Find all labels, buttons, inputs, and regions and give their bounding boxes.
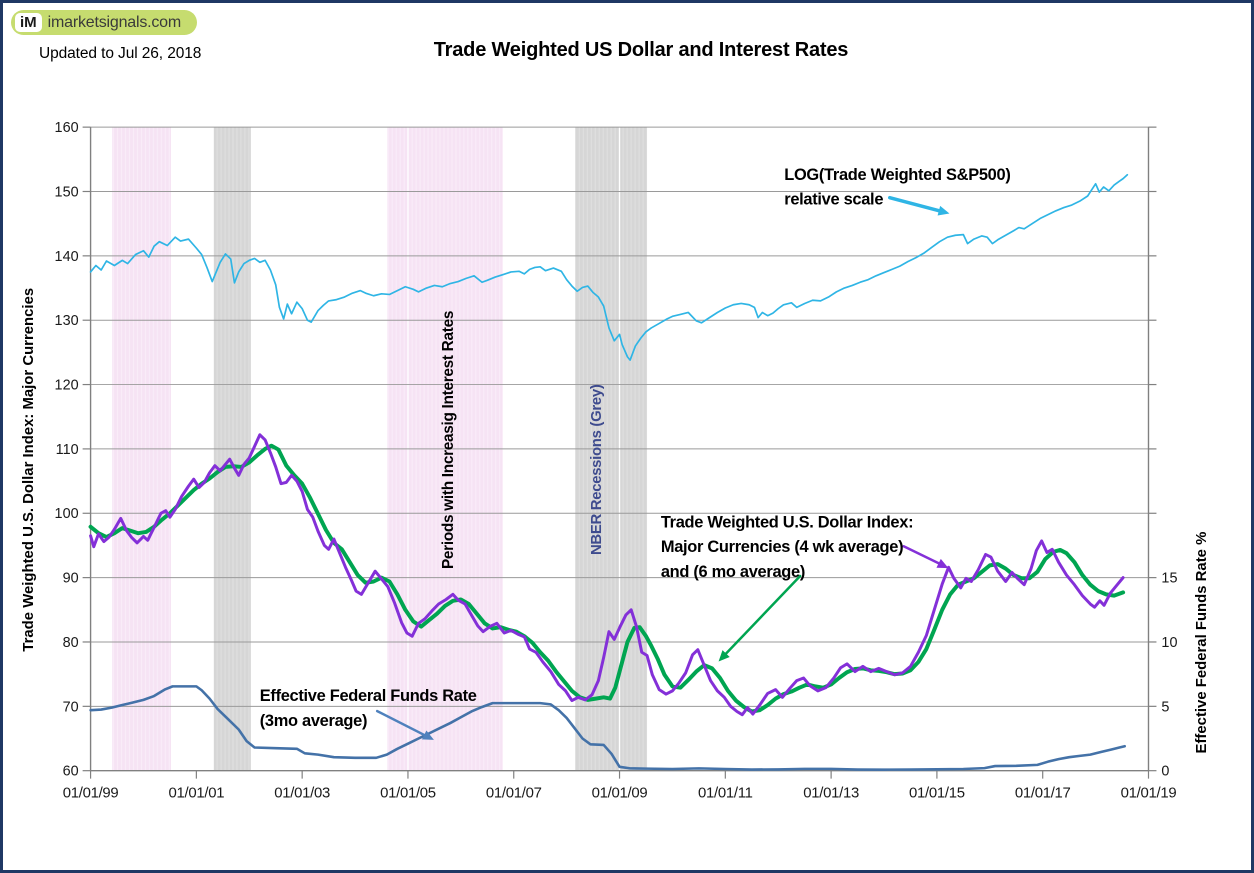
sp500-label: LOG(Trade Weighted S&P500) relative scale xyxy=(784,166,1011,209)
right-axis-tick-label: 15 xyxy=(1161,571,1177,587)
usd-label-text: Major Currencies (4 wk average) xyxy=(661,538,903,556)
x-axis-tick-label: 01/01/99 xyxy=(63,786,119,802)
left-axis-tick-label: 70 xyxy=(63,699,79,715)
pink-band-label: Periods with Increasig Interest Rates xyxy=(440,311,457,569)
usd-6mo-arrow-head xyxy=(718,650,730,662)
logo-text: imarketsignals.com xyxy=(47,13,182,31)
x-axis-tick-label: 01/01/07 xyxy=(486,786,542,802)
usd-4wk-arrow-shaft xyxy=(902,544,940,565)
sp500-arrow-head xyxy=(937,205,950,216)
im-logo-icon: iM xyxy=(15,13,42,32)
series-usd_6mo-line xyxy=(88,443,1126,714)
left-axis-tick-label: 100 xyxy=(55,506,79,522)
left-axis-tick-label: 110 xyxy=(56,442,79,458)
left-axis-tick-label: 160 xyxy=(55,120,79,136)
ffr-arrow-head xyxy=(421,730,434,740)
updated-date: Updated to Jul 26, 2018 xyxy=(39,45,202,62)
pink-band-label-text: Periods with Increasig Interest Rates xyxy=(440,311,457,569)
x-axis-tick-label: 01/01/19 xyxy=(1121,786,1177,802)
x-axis-tick-label: 01/01/05 xyxy=(380,786,436,802)
chart-canvas: 60 70 80 90 100 110 120 130 140 150 160 0 5 10 15 01/01… xyxy=(21,120,1210,802)
sp500-arrow-shaft xyxy=(887,195,941,213)
series-sp500-line xyxy=(89,173,1129,361)
usd-4wk-arrow-head xyxy=(936,558,949,569)
right-axis-tick-label: 10 xyxy=(1161,635,1177,651)
left-axis-tick-label: 140 xyxy=(55,249,79,265)
nber-band-label-text: NBER Recessions (Grey) xyxy=(589,384,605,555)
x-axis-tick-label: 01/01/13 xyxy=(803,786,859,802)
right-axis-title: Effective Federal Funds Rate % xyxy=(1194,532,1210,754)
ffr-label: Effective Federal Funds Rate (3mo average… xyxy=(260,687,477,730)
right-axis-tick-label: 5 xyxy=(1161,699,1169,715)
page-title: Trade Weighted US Dollar and Interest Ra… xyxy=(433,39,849,61)
left-axis-tick-label: 60 xyxy=(63,764,79,780)
sp500-label-text: relative scale xyxy=(784,191,883,209)
right-axis-tick-label: 0 xyxy=(1161,764,1169,780)
left-axis-tick-label: 90 xyxy=(63,571,79,587)
sp500-arrow xyxy=(887,195,950,216)
usd-label-text: Trade Weighted U.S. Dollar Index: xyxy=(661,513,913,531)
nber-band-label: NBER Recessions (Grey) xyxy=(589,384,605,555)
x-axis-tick-label: 01/01/17 xyxy=(1015,786,1071,802)
usd-6mo-arrow xyxy=(718,574,802,662)
x-axis-tick-label: 01/01/15 xyxy=(909,786,965,802)
sp500-label-text: LOG(Trade Weighted S&P500) xyxy=(784,166,1010,184)
x-axis-tick-label: 01/01/03 xyxy=(274,786,330,802)
logo: iM imarketsignals.com xyxy=(11,10,198,35)
left-axis-tick-label: 130 xyxy=(55,313,79,329)
left-axis-title: Trade Weighted U.S. Dollar Index: Major … xyxy=(21,288,37,652)
left-axis-tick-label: 80 xyxy=(63,635,79,651)
x-axis-tick-label: 01/01/01 xyxy=(169,786,225,802)
left-axis-tick-label: 120 xyxy=(55,378,79,394)
series-ffr-line xyxy=(89,685,1126,771)
ffr-arrow-shaft xyxy=(375,709,426,737)
usd-label-text: and (6 mo average) xyxy=(661,563,805,581)
x-axis-tick-label: 01/01/11 xyxy=(698,786,753,802)
usd-4wk-arrow xyxy=(902,544,949,569)
ffr-arrow xyxy=(375,709,434,740)
series-usd_4wk-line xyxy=(89,433,1125,717)
x-axis-tick-label: 01/01/09 xyxy=(592,786,648,802)
ffr-label-text: Effective Federal Funds Rate xyxy=(260,687,477,705)
left-axis-tick-label: 150 xyxy=(55,184,79,200)
usd-label: Trade Weighted U.S. Dollar Index: Major C… xyxy=(661,513,914,581)
usd-6mo-arrow-shaft xyxy=(724,574,802,655)
ffr-label-text: (3mo average) xyxy=(260,712,367,730)
